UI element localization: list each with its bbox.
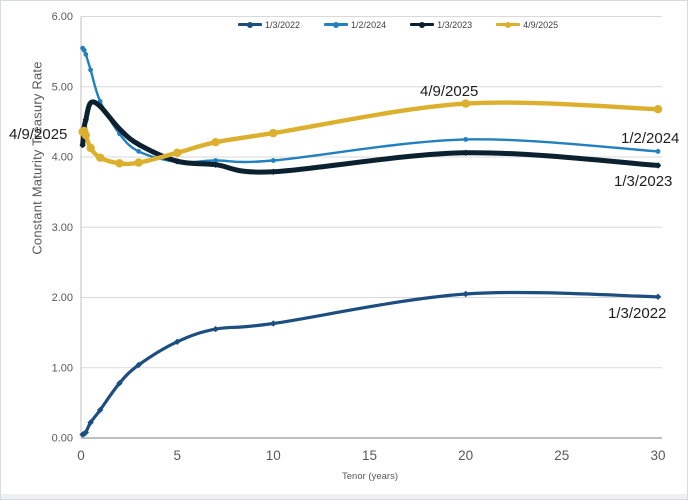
data-point-1-2-2024 [655,149,661,154]
legend-label: 1/3/2023 [437,19,473,30]
data-point-1-3-2023 [97,103,104,110]
x-tick-label: 20 [458,448,473,463]
data-point-1-3-2023 [87,99,94,107]
x-tick-label: 10 [266,448,281,463]
legend-marker-icon [496,19,521,30]
legend-marker-icon [410,19,435,30]
data-point-1-3-2022 [97,406,104,414]
x-tick-label: 25 [554,448,569,463]
data-point-1-3-2023 [116,125,123,133]
x-tick-label: 15 [362,448,377,463]
data-point-1-3-2022 [174,338,181,345]
x-tick-label: 5 [173,448,181,463]
data-point-4-9-2025 [86,143,95,153]
data-point-1-2-2024 [136,149,142,154]
data-point-1-2-2024 [270,158,276,163]
series-line-4-9-2025 [80,100,661,167]
series-line-1-3-2022 [81,290,660,437]
y-tick-label: 6.00 [52,11,73,23]
page-background-strip [1,494,687,499]
series-annotation-1-3-2022: 1/3/2022 [608,305,667,322]
data-point-1-2-2024 [463,137,469,142]
data-point-1-2-2024 [213,158,219,163]
y-tick-label: 5.00 [52,81,73,93]
data-point-1-2-2024 [88,67,93,73]
series-annotation-4-9-2025: 4/9/2025 [9,126,68,143]
x-axis-title: Tenor (years) [342,471,398,482]
x-tick-label: 30 [650,448,665,463]
data-point-1-3-2023 [212,161,219,168]
data-point-4-9-2025 [653,105,663,114]
data-point-1-3-2023 [174,158,181,165]
data-point-1-2-2024 [83,52,89,57]
legend-label: 1/2/2024 [351,19,387,30]
series-annotation-1-2-2024: 1/2/2024 [621,130,680,147]
data-point-1-3-2023 [654,162,662,169]
legend-item-4-9-2025: 4/9/2025 [496,19,558,30]
series-annotation-4-9-2025: 4/9/2025 [420,83,479,100]
data-point-4-9-2025 [96,153,105,162]
data-point-1-3-2023 [135,141,142,148]
data-point-1-3-2022 [82,429,89,436]
data-point-4-9-2025 [134,158,143,167]
data-point-1-3-2022 [116,380,123,387]
data-point-1-3-2022 [462,290,469,298]
y-tick-label: 4.00 [52,152,73,164]
x-tick-label: 0 [77,448,85,463]
legend: 1/3/2022 1/2/2024 1/3/2023 4/9/2025 [238,19,558,30]
series-annotation-1-3-2023: 1/3/2023 [614,173,673,190]
y-tick-label: 0.00 [52,433,73,445]
data-point-1-3-2022 [87,419,94,426]
legend-item-1-3-2023: 1/3/2023 [410,19,472,30]
legend-marker-icon [324,19,349,30]
data-point-1-3-2023 [79,141,86,149]
data-point-4-9-2025 [461,99,470,108]
data-point-1-2-2024 [81,47,87,53]
data-point-4-9-2025 [269,128,278,138]
data-point-1-3-2022 [654,293,662,300]
data-point-1-3-2023 [270,168,277,175]
y-tick-label: 1.00 [52,362,73,374]
legend-item-1-2-2024: 1/2/2024 [324,19,386,30]
y-axis-title: Constant Maturity Treasury Rate [29,61,45,255]
data-point-1-3-2022 [135,361,142,369]
legend-label: 1/3/2022 [265,19,301,30]
data-point-1-3-2022 [212,325,219,333]
data-point-1-3-2022 [270,320,277,327]
data-point-4-9-2025 [81,131,91,140]
y-tick-label: 3.00 [52,222,73,234]
data-point-1-3-2023 [462,149,469,156]
y-tick-label: 2.00 [52,292,73,304]
legend-item-1-3-2022: 1/3/2022 [238,19,300,30]
data-point-1-3-2023 [82,116,89,123]
data-point-4-9-2025 [115,159,124,168]
legend-label: 4/9/2025 [523,19,559,30]
data-point-4-9-2025 [211,138,220,147]
legend-marker-icon [238,19,262,30]
data-point-4-9-2025 [173,148,182,157]
